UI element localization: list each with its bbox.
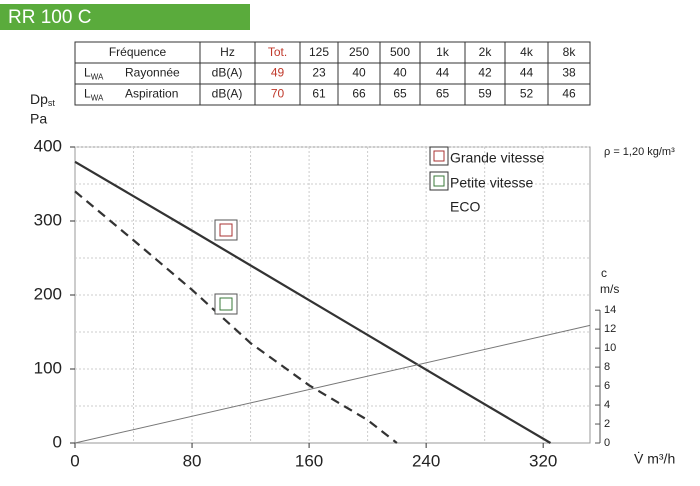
table-value: 66 [352,87,366,101]
y2-tick-label: 6 [604,380,610,392]
row-symbol: LWA [84,66,104,82]
table-value: 49 [271,66,285,80]
line-series [74,160,552,444]
curve-icon-inner [219,297,233,311]
curve-icon-inner [219,223,233,237]
y-tick-label: 400 [34,136,62,155]
y-tick-label: 100 [34,358,62,377]
table-header: 2k [479,45,493,59]
y2-tick-label: 0 [604,437,610,449]
x-tick-label: 320 [529,451,557,470]
legend-label: Grande vitesse [450,150,544,166]
table-header: 8k [563,45,577,59]
y-tick-label: 200 [34,284,62,303]
x-tick-label: 240 [412,451,440,470]
x-tick-label: 0 [70,451,79,470]
y-label: Dpst [30,91,55,109]
legend-icon [429,171,449,191]
table-value: 40 [352,66,366,80]
y-tick-label: 300 [34,210,62,229]
line-series [74,324,591,444]
legend-icon-inner [433,150,445,162]
y2-tick-label: 10 [604,342,616,354]
legend-icon-inner [433,175,445,187]
x-label: V̇ m³/h [634,451,675,467]
row-symbol: LWA [84,87,104,103]
table-value: 23 [312,66,326,80]
y2-tick-label: 2 [604,418,610,430]
y2-tick-label: 14 [604,304,616,316]
table-value: 70 [271,87,285,101]
table-value: 61 [312,87,326,101]
table-header: Fréquence [109,45,167,59]
x-tick-label: 160 [295,451,323,470]
header-title: RR 100 C [8,7,91,28]
legend-icon [429,146,449,166]
table-frame [74,41,591,106]
y2-label: c [601,266,607,280]
table-value: 44 [520,66,534,80]
table-value: 59 [478,87,492,101]
table-value: 44 [436,66,450,80]
y2-tick-label: 4 [604,399,610,411]
legend-label: ECO [450,199,480,215]
line-series [74,190,398,444]
table-value: 46 [562,87,576,101]
y-tick-label: 0 [53,432,62,451]
table-value: 42 [478,66,492,80]
table-header: Hz [220,45,235,59]
legend-label: Petite vitesse [450,175,533,191]
table-value: 65 [393,87,407,101]
table-header: 125 [309,45,329,59]
y2-tick-label: 12 [604,323,616,335]
table-header: 1k [436,45,450,59]
row-label: Aspiration [125,87,178,101]
table-header: 250 [349,45,369,59]
y2-label-unit: m/s [600,282,619,296]
curve-icon [214,293,238,315]
table-value: 38 [562,66,576,80]
table-value: 40 [393,66,407,80]
y2-tick-label: 8 [604,361,610,373]
header-band [0,4,250,30]
row-unit: dB(A) [212,87,243,101]
table-header: Tot. [268,45,287,59]
table-value: 52 [520,87,534,101]
table-header: 4k [520,45,534,59]
table-header: 500 [390,45,410,59]
table-value: 65 [436,87,450,101]
y-label-unit: Pa [30,111,47,127]
curve-icon [214,219,238,241]
x-tick-label: 80 [183,451,202,470]
row-unit: dB(A) [212,66,243,80]
annotation: ρ = 1,20 kg/m³ [604,146,675,158]
row-label: Rayonnée [125,66,180,80]
